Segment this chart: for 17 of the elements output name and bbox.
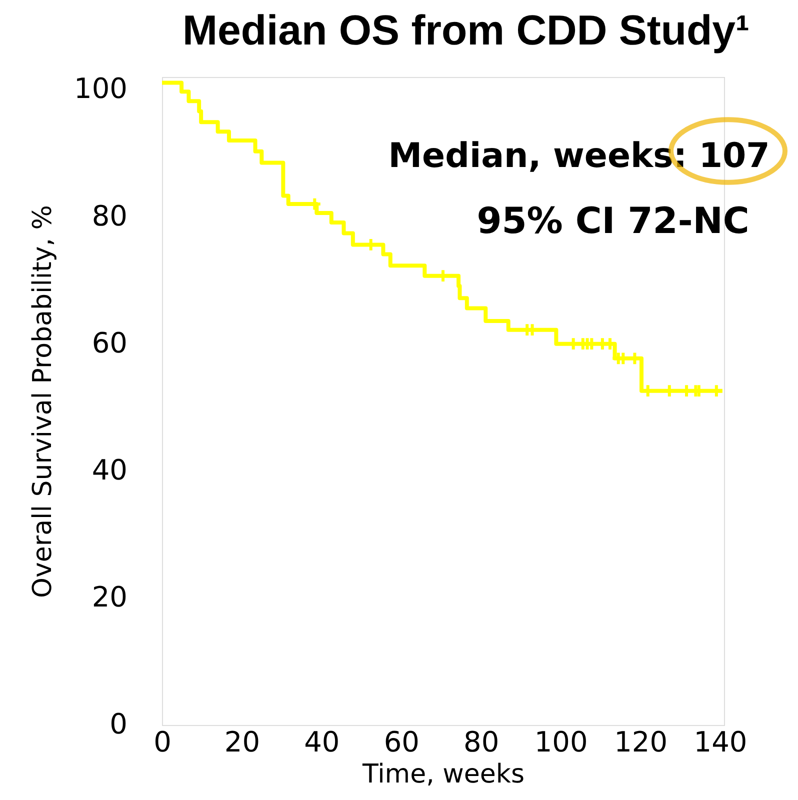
y-tick-label: 60	[92, 326, 128, 360]
y-tick-label: 40	[92, 453, 128, 486]
x-tick-label: 120	[614, 726, 668, 758]
x-axis-title: Time, weeks	[361, 760, 525, 790]
annotation: 95% CI 72-NC	[476, 201, 750, 242]
x-tick-label: 80	[464, 726, 500, 758]
x-tick-label: 100	[534, 726, 588, 758]
y-tick-label: 80	[92, 199, 128, 232]
y-axis-title: Overall Survival Probability, %	[28, 205, 58, 598]
x-tick-label: 140	[694, 726, 748, 758]
x-tick-label: 0	[154, 726, 172, 758]
y-tick-label: 20	[92, 580, 128, 614]
x-tick-label: 40	[304, 726, 340, 758]
y-tick-label: 100	[74, 72, 128, 106]
x-tick-label: 20	[224, 726, 260, 758]
x-tick-label: 60	[384, 726, 420, 758]
chart-title: Median OS from CDD Study¹	[182, 6, 750, 54]
